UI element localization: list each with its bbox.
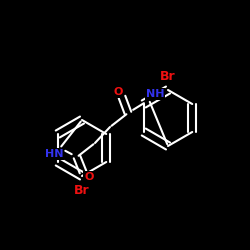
Text: O: O	[113, 87, 123, 97]
Text: O: O	[84, 172, 94, 182]
Text: HN: HN	[45, 149, 63, 159]
Text: Br: Br	[74, 184, 90, 196]
Text: NH: NH	[146, 89, 164, 99]
Text: Br: Br	[160, 70, 176, 82]
